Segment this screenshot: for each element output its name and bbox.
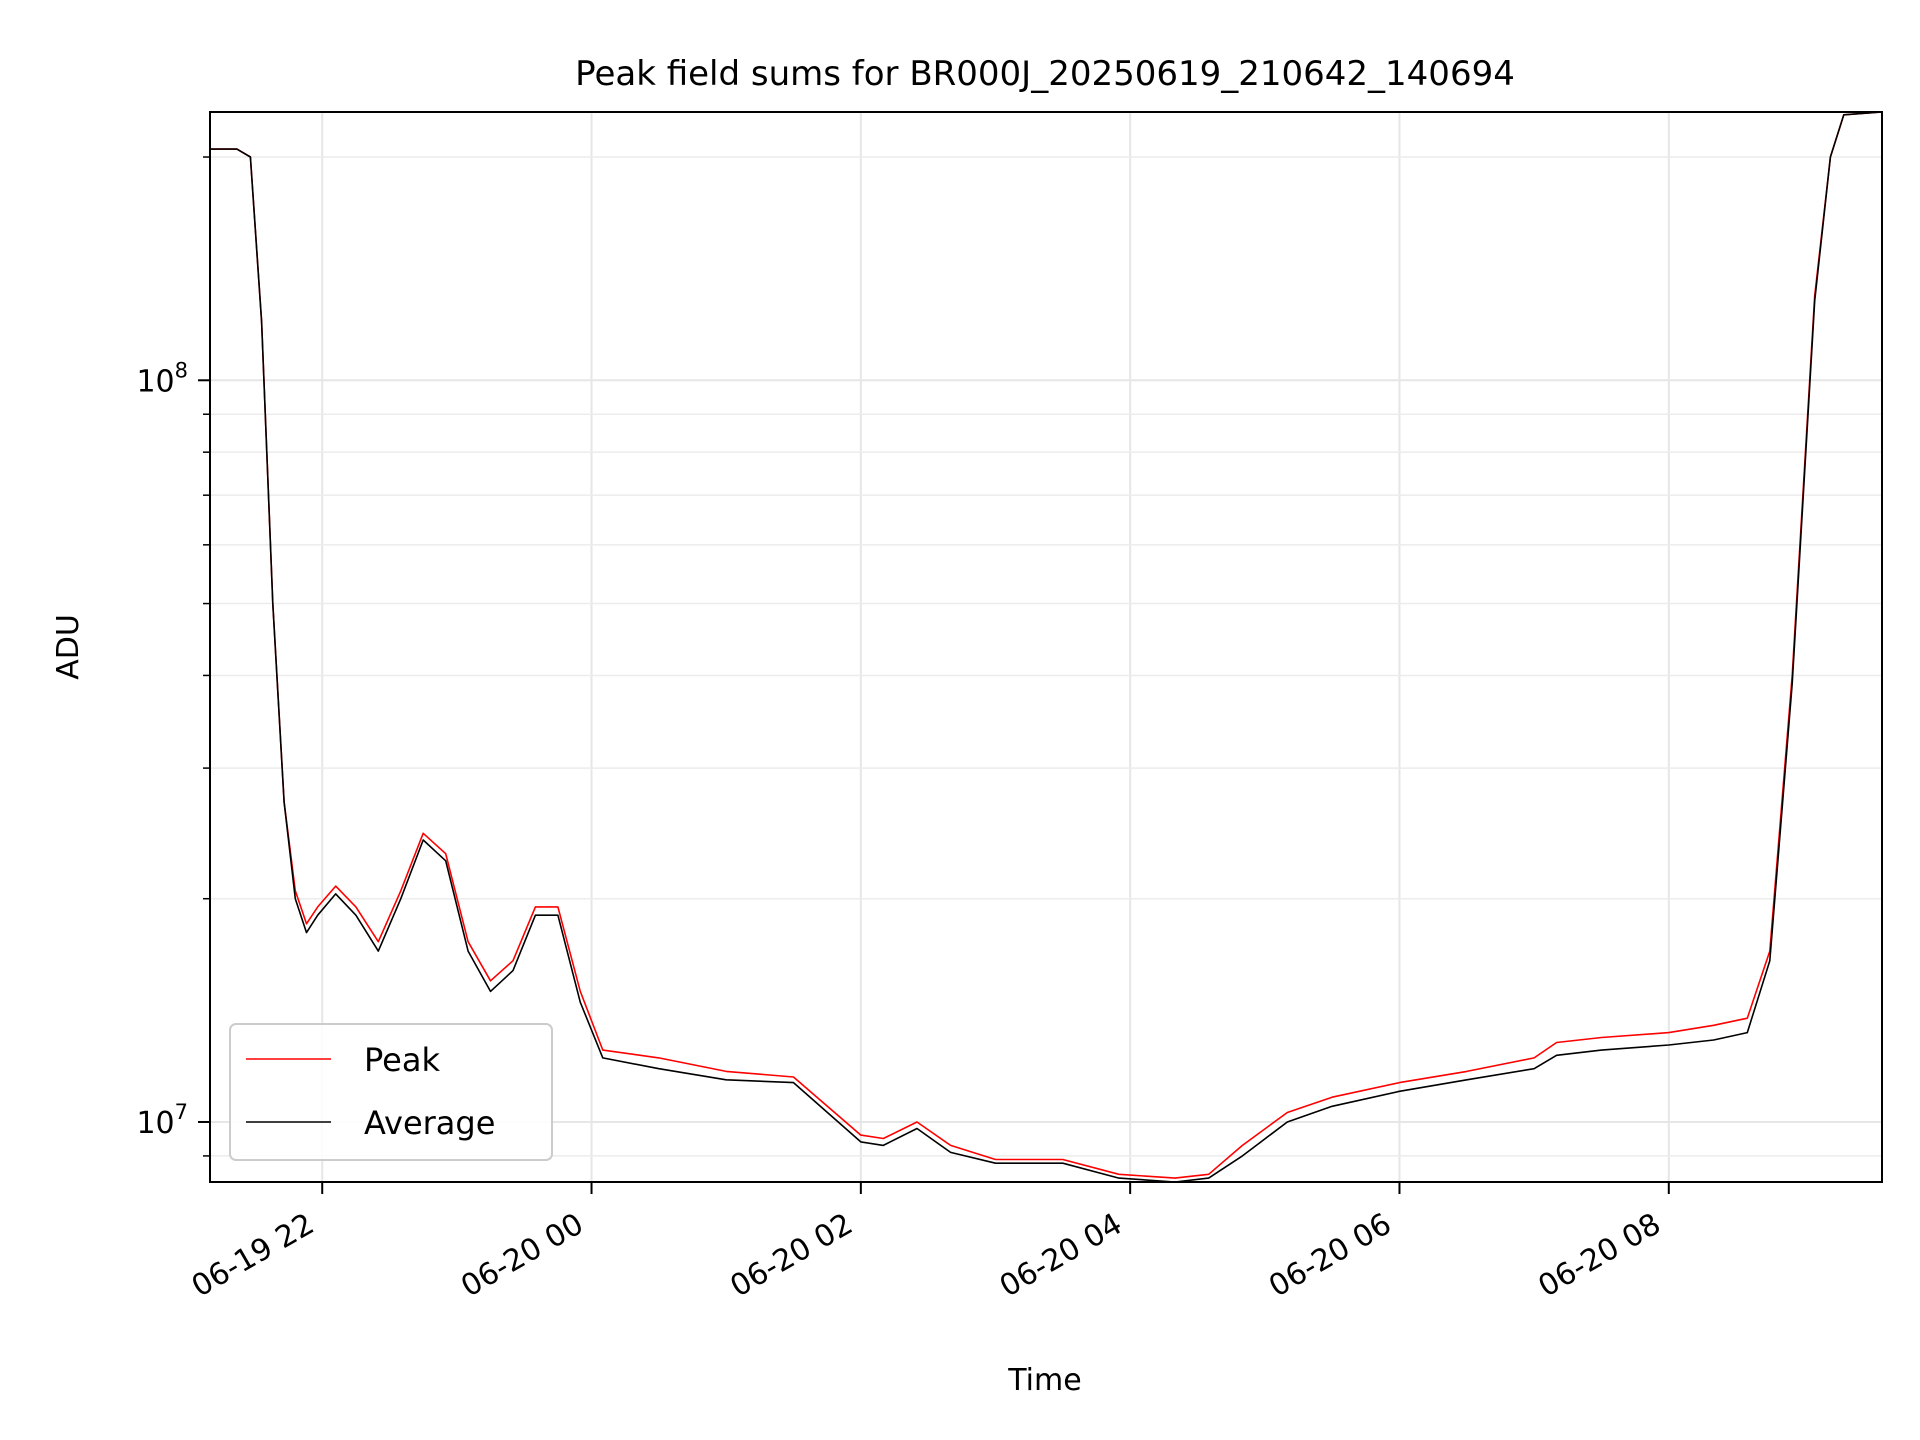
y-tick-label: 107 <box>136 1100 188 1141</box>
y-axis-ticks: 107 108 <box>136 156 210 1157</box>
x-axis-label: Time <box>1007 1363 1081 1398</box>
series-line-average <box>210 111 1883 1183</box>
legend: Peak Average <box>229 1023 553 1161</box>
series-line-peak <box>210 111 1883 1179</box>
chart-title: Peak field sums for BR000J_20250619_2106… <box>575 54 1515 94</box>
grid <box>210 112 1882 1182</box>
legend-label-average: Average <box>364 1104 495 1142</box>
series-layer <box>210 111 1883 1183</box>
legend-label-peak: Peak <box>364 1041 440 1079</box>
plot-frame <box>209 111 1883 1183</box>
legend-box <box>229 1023 553 1161</box>
y-axis-label: ADU <box>51 614 86 680</box>
y-tick-label: 108 <box>136 358 188 399</box>
